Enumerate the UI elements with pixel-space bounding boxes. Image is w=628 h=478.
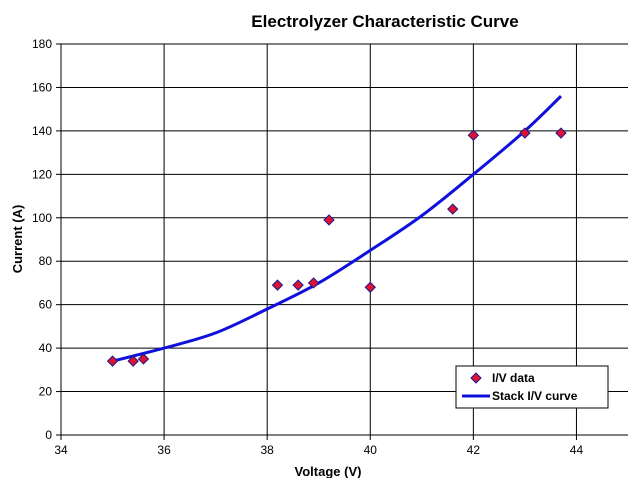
iv-data-point <box>137 353 150 365</box>
iv-data-point <box>323 214 335 226</box>
legend-label-stack-curve: Stack I/V curve <box>492 389 578 403</box>
y-tick-label: 120 <box>32 167 52 181</box>
iv-data-point <box>555 127 567 139</box>
series-layer <box>106 95 567 367</box>
legend: I/V data Stack I/V curve <box>455 365 609 409</box>
y-tick-label: 80 <box>39 254 53 268</box>
chart-title: Electrolyzer Characteristic Curve <box>251 12 518 31</box>
iv-data-point <box>106 355 119 367</box>
iv-data-point <box>127 355 139 367</box>
iv-data-point <box>292 279 304 291</box>
x-tick-label: 40 <box>364 443 378 457</box>
x-tick-label: 44 <box>570 443 584 457</box>
y-tick-label: 40 <box>39 341 53 355</box>
iv-data-point <box>467 129 480 141</box>
x-tick-label: 34 <box>54 443 68 457</box>
y-tick-label: 180 <box>32 37 52 51</box>
y-tick-labels: 0 20 40 60 80 100 120 140 160 180 <box>32 37 61 442</box>
iv-data-point <box>307 277 320 289</box>
y-tick-label: 60 <box>39 298 53 312</box>
legend-marker-iv-data <box>470 372 482 384</box>
legend-box <box>455 365 609 409</box>
x-tick-label: 38 <box>261 443 275 457</box>
x-tick-labels: 34 36 38 40 42 44 <box>54 435 583 457</box>
iv-data-point <box>447 203 459 215</box>
y-tick-label: 100 <box>32 211 52 225</box>
stack-iv-curve-line <box>112 95 563 363</box>
axes <box>56 44 628 440</box>
y-tick-label: 160 <box>32 80 52 94</box>
iv-data-point <box>271 279 284 291</box>
legend-label-iv-data: I/V data <box>492 371 535 385</box>
iv-data-point <box>519 127 531 139</box>
x-tick-label: 36 <box>157 443 171 457</box>
y-axis-title: Current (A) <box>10 205 25 274</box>
x-axis-title: Voltage (V) <box>295 464 362 478</box>
y-tick-label: 20 <box>39 385 53 399</box>
y-tick-label: 140 <box>32 124 52 138</box>
y-tick-label: 0 <box>45 428 52 442</box>
iv-data-point <box>364 281 376 293</box>
x-tick-label: 42 <box>467 443 481 457</box>
